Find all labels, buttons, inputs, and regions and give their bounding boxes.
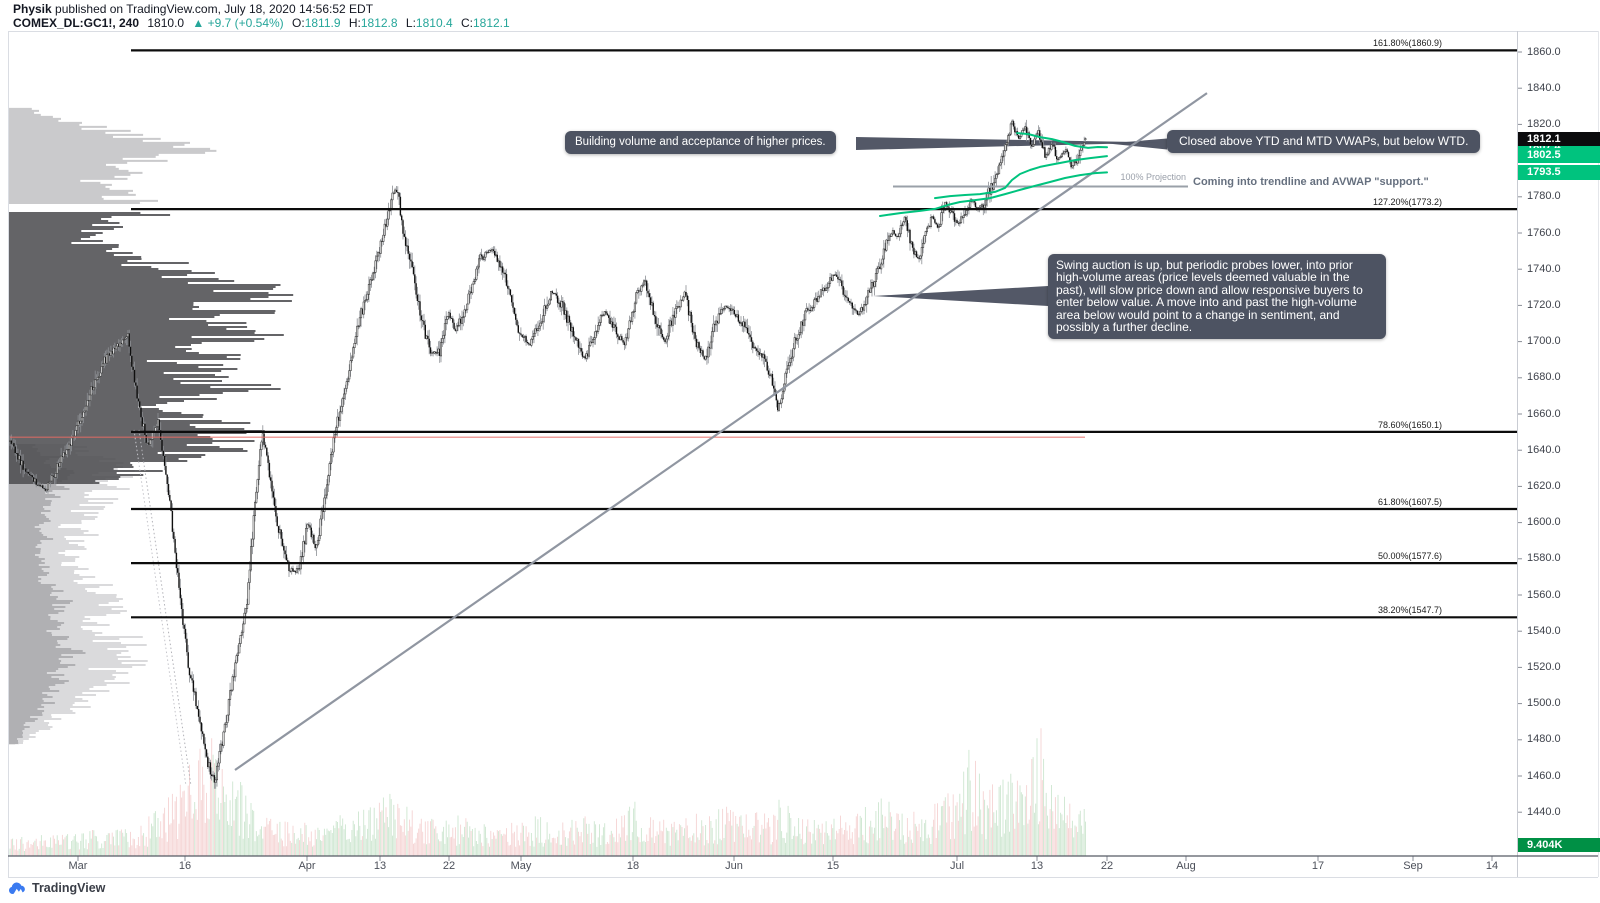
open-value: 1811.9 [304, 16, 341, 30]
price-axis-label: 1740.0 [1527, 263, 1561, 275]
price-axis-label: 1440.0 [1527, 806, 1561, 818]
time-axis-label: 16 [178, 860, 192, 872]
author-name: Physik [13, 2, 52, 16]
time-axis-label: 13 [1030, 860, 1044, 872]
price-axis-label: 1700.0 [1527, 335, 1561, 347]
callout-closed-above-vwaps[interactable]: Closed above YTD and MTD VWAPs, but belo… [1167, 130, 1481, 153]
last-price-text: 1810.0 [147, 16, 185, 30]
projection-label[interactable]: 100% Projection [1120, 172, 1186, 182]
time-axis-label: 22 [1100, 860, 1114, 872]
high-value: 1812.8 [360, 16, 398, 30]
ytd-vwap-price-tag: 1793.5 [1518, 164, 1600, 180]
low-label: L: [405, 16, 416, 30]
fib-level-label[interactable]: 50.00%(1577.6) [1377, 551, 1442, 561]
fib-level-label[interactable]: 161.80%(1860.9) [1372, 38, 1442, 48]
mtd-vwap-price-tag: 1802.5 [1518, 147, 1600, 163]
price-axis-label: 1540.0 [1527, 625, 1561, 637]
price-axis-label: 1820.0 [1527, 118, 1561, 130]
price-axis-label: 1640.0 [1527, 444, 1561, 456]
time-axis-label: 17 [1311, 860, 1325, 872]
byline: Physik published on TradingView.com, Jul… [13, 2, 510, 16]
close-value: 1812.1 [472, 16, 510, 30]
price-axis-label: 1600.0 [1527, 516, 1561, 528]
chart-header: Physik published on TradingView.com, Jul… [13, 2, 510, 30]
publish-info: published on TradingView.com, July 18, 2… [55, 2, 374, 16]
price-axis-label: 1860.0 [1527, 46, 1561, 58]
price-axis-label: 1720.0 [1527, 299, 1561, 311]
time-axis-label: Apr [298, 860, 316, 872]
time-axis-label: May [510, 860, 532, 872]
time-axis-label: Mar [68, 860, 88, 872]
price-axis-label: 1760.0 [1527, 227, 1561, 239]
price-axis-label: 1480.0 [1527, 733, 1561, 745]
volume-tag: 9.404K [1518, 838, 1600, 852]
close-label: C: [460, 16, 473, 30]
callout-building-volume[interactable]: Building volume and acceptance of higher… [565, 131, 836, 154]
symbol-title[interactable]: COMEX_DL:GC1!, 240 [13, 16, 140, 30]
price-axis-label: 1680.0 [1527, 371, 1561, 383]
time-axis-label: Sep [1403, 860, 1423, 872]
high-label: H: [348, 16, 361, 30]
price-axis-label: 1780.0 [1527, 190, 1561, 202]
time-axis-label: 22 [442, 860, 456, 872]
time-axis-label: Jul [949, 860, 965, 872]
fib-level-label[interactable]: 127.20%(1773.2) [1372, 197, 1442, 207]
price-axis-label: 1460.0 [1527, 770, 1561, 782]
time-axis-label: Jun [725, 860, 743, 872]
price-axis-label: 1500.0 [1527, 697, 1561, 709]
fib-level-label[interactable]: 38.20%(1547.7) [1377, 605, 1442, 615]
price-change: ▲ +9.7 (+0.54%) [192, 16, 284, 30]
price-axis-label: 1660.0 [1527, 408, 1561, 420]
callout-swing-auction[interactable]: Swing auction is up, but periodic probes… [1048, 254, 1386, 340]
footer: TradingView [8, 881, 105, 895]
tradingview-brand[interactable]: TradingView [32, 881, 106, 895]
low-value: 1810.4 [415, 16, 453, 30]
time-axis-label: 14 [1485, 860, 1499, 872]
fib-level-label[interactable]: 78.60%(1650.1) [1377, 420, 1442, 430]
last-price-tag: 1812.1 [1518, 131, 1600, 146]
price-axis-label: 1580.0 [1527, 552, 1561, 564]
time-axis-label: 18 [626, 860, 640, 872]
trendline-support-note[interactable]: Coming into trendline and AVWAP "support… [1193, 176, 1429, 188]
time-axis-label: 15 [826, 860, 840, 872]
price-axis-label: 1620.0 [1527, 480, 1561, 492]
tradingview-logo-icon[interactable] [8, 881, 27, 895]
open-label: O: [292, 16, 305, 30]
fib-level-label[interactable]: 61.80%(1607.5) [1377, 497, 1442, 507]
time-axis-label: Aug [1176, 860, 1196, 872]
price-axis-label: 1840.0 [1527, 82, 1561, 94]
symbol-readout: COMEX_DL:GC1!, 240 1810.0 ▲ +9.7 (+0.54%… [13, 16, 510, 30]
price-axis-label: 1560.0 [1527, 589, 1561, 601]
price-axis-label: 1520.0 [1527, 661, 1561, 673]
time-axis-label: 13 [373, 860, 387, 872]
